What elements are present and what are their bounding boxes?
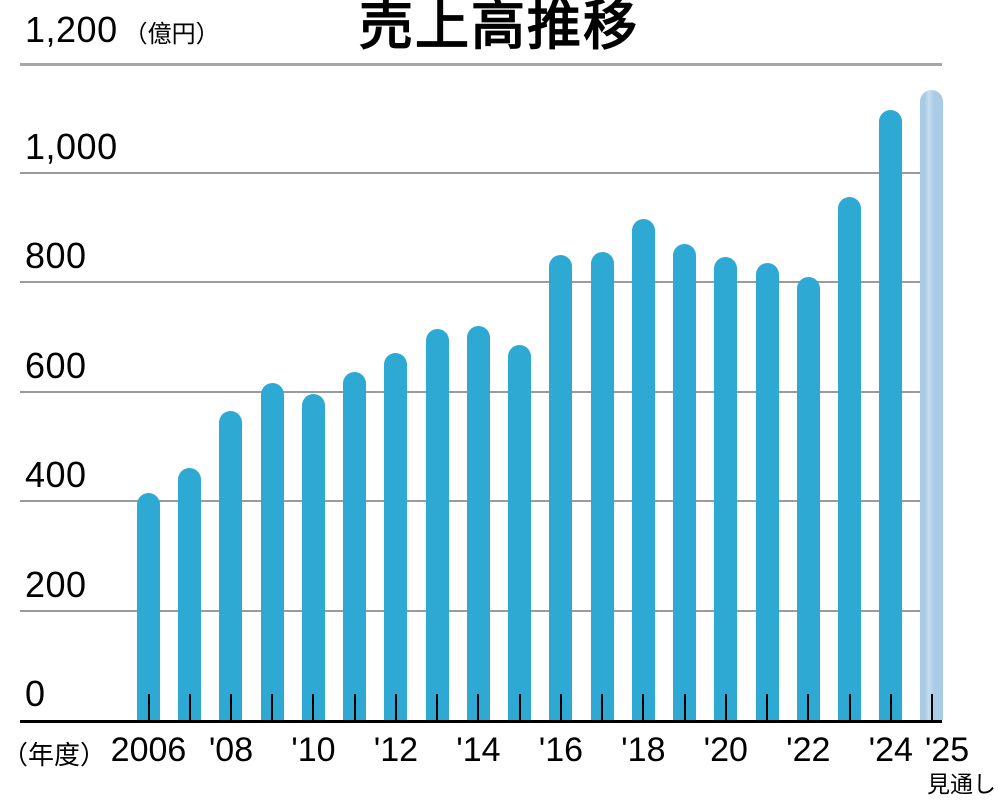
x-axis-label-2025: '25 [924, 731, 970, 769]
bar-2023 [838, 197, 862, 720]
forecast-note: 見通し [927, 771, 996, 797]
x-axis-tick-2007 [188, 694, 191, 720]
y-axis-max-row: 1,200 （億円） [25, 10, 220, 58]
x-axis-tick-2018 [642, 694, 645, 720]
x-axis-tick-2024 [889, 694, 892, 720]
x-axis-tick-2010 [312, 694, 315, 720]
x-axis-label-2010: '10 [291, 731, 336, 769]
x-axis-tick-2023 [848, 694, 851, 720]
bar-2017 [590, 252, 614, 720]
y-axis-label-400: 400 [25, 454, 87, 495]
x-axis-tick-2008 [229, 694, 232, 720]
bar-2010 [301, 394, 325, 720]
chart-title: 売上高推移 [359, 0, 639, 56]
x-axis-label-2016: '16 [538, 731, 584, 769]
y-axis-label-600: 600 [25, 344, 87, 386]
bar-2007 [178, 468, 202, 720]
bar-2013 [425, 329, 449, 720]
bar-2022 [796, 277, 820, 720]
x-axis-tick-2015 [518, 694, 521, 720]
x-axis-label-2018: '18 [621, 731, 666, 769]
bar-2018 [631, 219, 655, 720]
x-axis-tick-2017 [601, 694, 604, 720]
bar-2019 [673, 244, 697, 720]
x-axis-tick-2025 [930, 694, 933, 720]
bar-2020 [714, 257, 738, 720]
x-axis-tick-2022 [807, 694, 810, 720]
plot-area [20, 63, 944, 723]
bar-2012 [384, 353, 408, 720]
x-axis-tick-2013 [436, 694, 439, 720]
gridline-1000 [20, 171, 942, 174]
y-axis-max-label: 1,200 [25, 9, 118, 50]
bar-2015 [508, 345, 532, 720]
y-axis-label-800: 800 [25, 235, 87, 276]
x-axis-tick-2011 [353, 694, 356, 720]
bar-2025-forecast [920, 90, 944, 720]
x-axis-tick-2009 [271, 694, 274, 720]
gridline-800 [20, 281, 942, 283]
x-axis-tick-2019 [683, 694, 686, 720]
bar-2016 [549, 255, 573, 720]
x-axis-tick-2006 [147, 694, 150, 720]
x-axis-label-2008: '08 [208, 731, 254, 769]
bar-2011 [343, 372, 367, 720]
gridline-1200 [20, 63, 942, 66]
y-axis-label-1000: 1,000 [25, 125, 118, 167]
y-axis-label-200: 200 [25, 563, 87, 605]
x-axis-label-2006: 2006 [110, 731, 187, 769]
bar-2006 [137, 493, 160, 720]
bar-2021 [755, 263, 779, 720]
x-axis-tick-2021 [766, 694, 769, 720]
bar-2008 [219, 411, 243, 720]
y-axis-label-0: 0 [25, 673, 46, 714]
x-axis-label-2024: '24 [868, 731, 913, 769]
x-axis-tick-2012 [394, 694, 397, 720]
x-axis-tick-2014 [477, 694, 480, 720]
x-axis-label-2012: '12 [373, 731, 419, 769]
y-axis-unit-label: （億円） [123, 21, 220, 48]
bar-2014 [466, 326, 490, 720]
x-axis-label-2022: '22 [786, 731, 831, 769]
x-axis-tick-2016 [559, 694, 562, 720]
x-axis-label-2020: '20 [703, 731, 748, 769]
x-axis-tick-2020 [724, 694, 727, 720]
x-axis-label-2014: '14 [456, 731, 501, 769]
x-axis-unit-label: （年度） [2, 740, 107, 770]
bar-2009 [260, 383, 284, 720]
bar-2024 [879, 110, 903, 720]
